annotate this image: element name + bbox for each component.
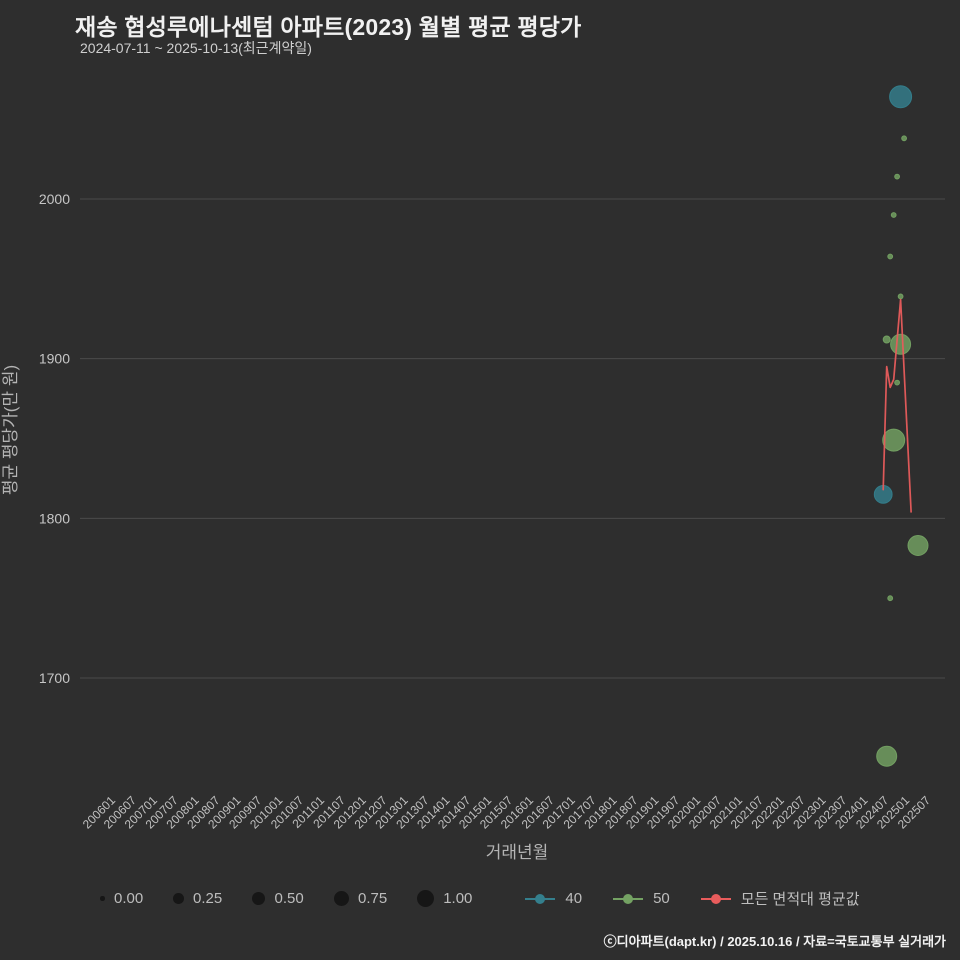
legend-size-label: 0.25 (192, 890, 223, 907)
legend-size-dot-icon (417, 890, 435, 907)
bubble-40 (889, 85, 913, 109)
y-tick-label: 2000 (39, 191, 70, 207)
bubble-50 (882, 335, 891, 344)
legend-series-label: 모든 면적대 평균값 (740, 891, 860, 908)
legend-size-label: 0.50 (274, 890, 304, 907)
legend-series-label: 40 (565, 890, 583, 907)
monthly-avg-price-chart: 1700180019002000200601200607200701200707… (1, 85, 945, 862)
bubble-50 (894, 379, 900, 386)
legend-series-swatch-icon (613, 893, 644, 904)
bubble-50 (901, 135, 907, 142)
y-tick-label: 1700 (39, 670, 70, 686)
legend-swatch-dot (535, 893, 546, 904)
y-axis-title: 평균 평당가(만 원) (1, 365, 20, 495)
bubble-50 (897, 293, 904, 300)
legend-swatch-dot (623, 893, 634, 904)
legend-size-item: 1.00 (417, 890, 472, 907)
bubble-50 (876, 745, 898, 767)
y-tick-label: 1800 (39, 510, 70, 526)
legend-size-label: 0.75 (357, 890, 388, 907)
legend-series-item: 모든 면적대 평균값 (700, 888, 860, 909)
footer-credit: ⓒ디아파트(dapt.kr) / 2025.10.16 / 자료=국토교통부 실… (603, 934, 946, 949)
bubble-50 (887, 253, 894, 260)
legend-series-item: 40 (524, 890, 582, 907)
legend-size-item: 0.50 (252, 890, 304, 907)
bubble-50 (890, 212, 897, 218)
legend-series-label: 50 (653, 890, 670, 907)
legend-swatch-dot (710, 893, 721, 904)
legend-size-label: 0.00 (113, 890, 144, 907)
legend-size-dot-icon (252, 891, 266, 906)
legend-size-label: 1.00 (443, 890, 473, 907)
legend-series-swatch-icon (700, 893, 731, 904)
y-tick-label: 1900 (39, 351, 70, 367)
legend-series-swatch-icon (525, 893, 556, 904)
legend-size-dot-icon (100, 896, 105, 901)
bubble-50 (887, 595, 894, 602)
legend-series-item: 50 (612, 890, 670, 907)
legend-size-dot-icon (173, 893, 184, 904)
bubble-50 (882, 428, 906, 452)
bubble-50 (890, 333, 912, 355)
avg-price-line (882, 298, 912, 513)
legend-size-item: 0.75 (333, 890, 388, 907)
x-axis-title: 거래년월 (486, 843, 549, 862)
legend-size-dot-icon (333, 890, 349, 907)
bubble-50 (907, 535, 929, 556)
page-subtitle: 2024-07-11 ~ 2025-10-13(최근계약일) (80, 40, 312, 56)
bubble-50 (894, 173, 900, 180)
legend-size-item: 0.00 (100, 890, 143, 907)
chart-legend: 0.00 0.25 0.50 0.75 1.00 40 50 모든 면적대 평균값 (0, 888, 960, 909)
page-title: 재송 협성루에나센텀 아파트(2023) 월별 평균 평당가 (75, 14, 582, 40)
legend-size-item: 0.25 (173, 890, 222, 907)
